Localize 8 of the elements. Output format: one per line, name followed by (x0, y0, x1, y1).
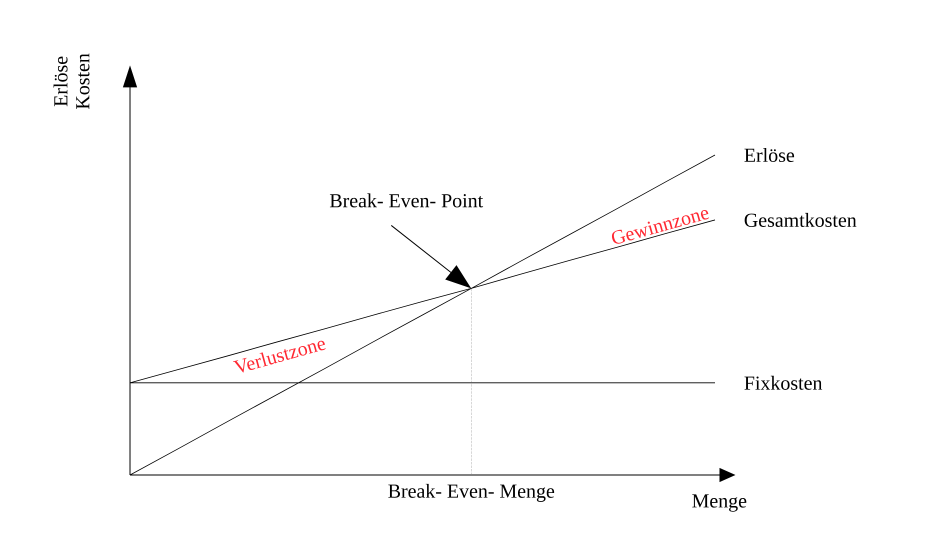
annotation: Break- Even- Point (330, 193, 484, 208)
x-axis-title: Menge (692, 494, 746, 512)
series-label: Gesamtkosten (744, 212, 856, 227)
y-axis-title: Erlöse Kosten (54, 53, 90, 110)
series-label: Erlöse (744, 148, 794, 162)
annotation: Verlustzone (232, 340, 326, 373)
text: Break- Even- Menge (388, 484, 554, 502)
series-label: Fixkosten (744, 376, 822, 390)
